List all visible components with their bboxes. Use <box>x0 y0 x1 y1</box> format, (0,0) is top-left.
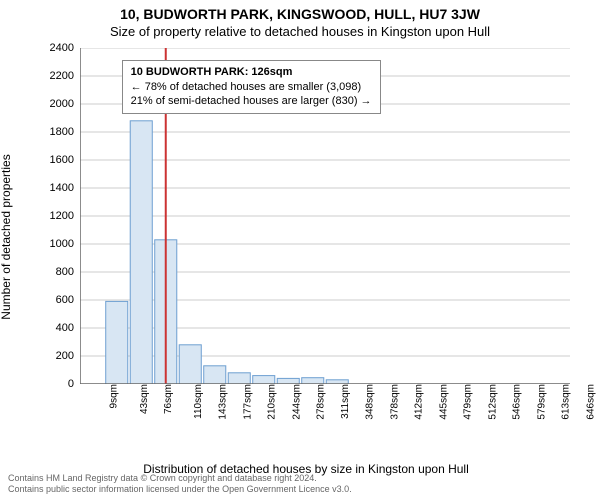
plot-area: 0200400600800100012001400160018002000220… <box>80 48 570 384</box>
y-tick-label: 1800 <box>50 126 80 138</box>
y-tick-label: 2000 <box>50 98 80 110</box>
y-tick-label: 1000 <box>50 238 80 250</box>
y-tick-label: 1400 <box>50 182 80 194</box>
y-tick-label: 0 <box>68 378 80 390</box>
x-tick-label: 348sqm <box>361 384 376 420</box>
x-tick-label: 143sqm <box>214 384 229 420</box>
annotation-box: 10 BUDWORTH PARK: 126sqm ← 78% of detach… <box>122 60 381 115</box>
footer-line-1: Contains HM Land Registry data © Crown c… <box>8 473 592 485</box>
x-tick-label: 278sqm <box>312 384 327 420</box>
x-tick-label: 512sqm <box>483 384 498 420</box>
x-tick-label: 244sqm <box>287 384 302 420</box>
annotation-line-1: 10 BUDWORTH PARK: 126sqm <box>131 65 372 80</box>
footer-attribution: Contains HM Land Registry data © Crown c… <box>8 473 592 496</box>
x-tick-label: 579sqm <box>532 384 547 420</box>
y-tick-label: 800 <box>56 266 80 278</box>
x-tick-label: 76sqm <box>159 384 174 414</box>
x-tick-label: 9sqm <box>104 384 119 408</box>
y-tick-label: 2200 <box>50 70 80 82</box>
x-tick-label: 311sqm <box>335 384 350 419</box>
x-tick-label: 646sqm <box>581 384 596 420</box>
y-axis-label: Number of detached properties <box>0 154 13 319</box>
x-tick-label: 613sqm <box>557 384 572 420</box>
y-tick-label: 200 <box>56 350 80 362</box>
y-tick-label: 400 <box>56 322 80 334</box>
annotation-line-2: ← 78% of detached houses are smaller (3,… <box>131 80 372 95</box>
x-tick-label: 445sqm <box>434 384 449 420</box>
x-tick-label: 412sqm <box>410 384 425 420</box>
x-tick-label: 43sqm <box>135 384 150 414</box>
chart-title-main: 10, BUDWORTH PARK, KINGSWOOD, HULL, HU7 … <box>0 0 600 22</box>
y-tick-label: 1200 <box>50 210 80 222</box>
chart-area: Number of detached properties 0200400600… <box>36 48 576 426</box>
x-tick-label: 210sqm <box>263 384 278 420</box>
x-tick-label: 110sqm <box>188 384 203 419</box>
x-tick-label: 479sqm <box>459 384 474 420</box>
y-tick-label: 1600 <box>50 154 80 166</box>
x-tick-label: 378sqm <box>385 384 400 420</box>
y-tick-label: 2400 <box>50 42 80 54</box>
y-tick-label: 600 <box>56 294 80 306</box>
chart-title-sub: Size of property relative to detached ho… <box>0 22 600 39</box>
annotation-line-3: 21% of semi-detached houses are larger (… <box>131 94 372 109</box>
footer-line-2: Contains public sector information licen… <box>8 484 592 496</box>
x-tick-label: 177sqm <box>238 384 253 420</box>
x-tick-label: 546sqm <box>508 384 523 420</box>
